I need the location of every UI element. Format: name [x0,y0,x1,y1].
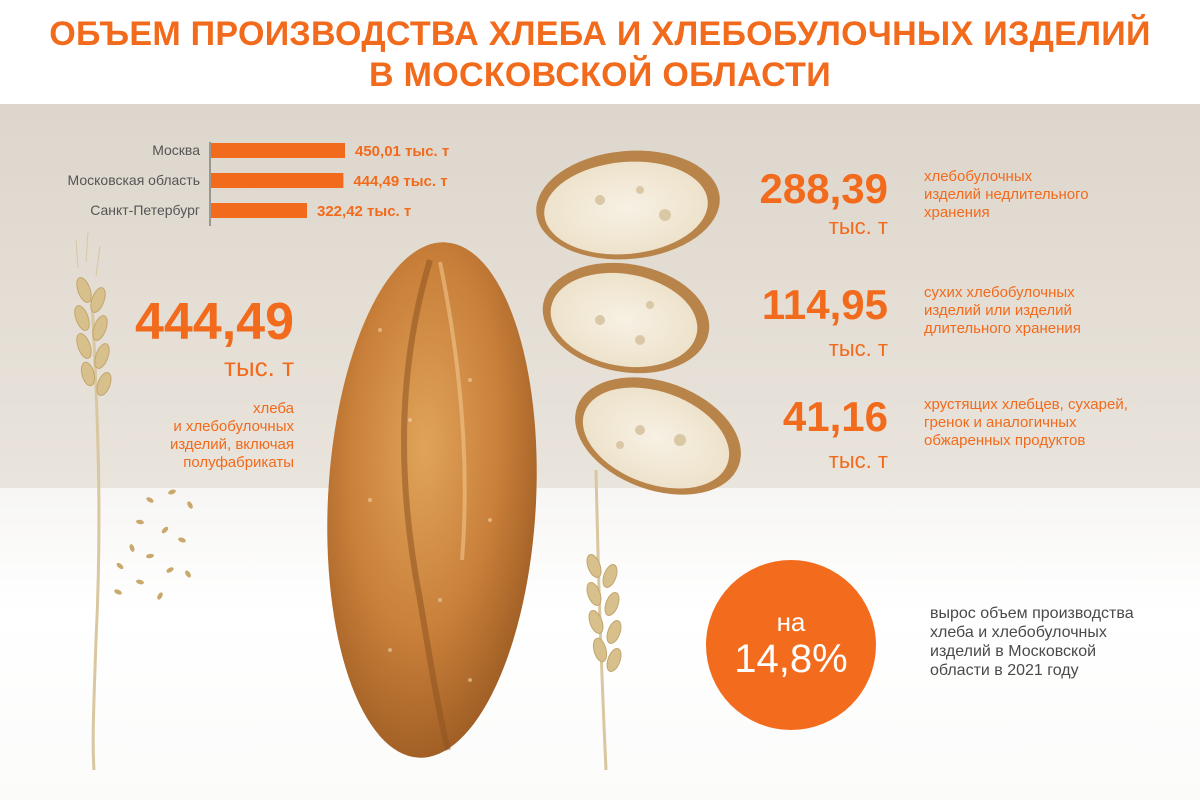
growth-desc-line-3: изделий в Московской [930,643,1097,660]
bar-category-label-1: Москва [152,142,200,158]
stat-desc-crisp-line-3: обжаренных продуктов [924,432,1086,449]
stat-desc-crisp: хрустящих хлебцев, сухарей, гренок и ана… [924,396,1194,450]
page-title: ОБЪЕМ ПРОИЗВОДСТВА ХЛЕБА И ХЛЕБОБУЛОЧНЫХ… [0,0,1200,96]
growth-prefix: на [776,607,806,637]
total-desc-line-4: полуфабрикаты [183,454,294,471]
stat-value-short-shelf: 288,39 [759,165,888,212]
growth-desc-line-2: хлеба и хлебобулочных [930,624,1107,641]
bar-1 [211,143,345,158]
bread-loaf-icon [327,242,537,758]
bar-value-label-1: 450,01 тыс. т [355,143,449,160]
stat-desc-short-shelf-line-2: изделий недлительного [924,186,1089,203]
stat-desc-short-shelf-line-1: хлебобулочных [924,168,1033,185]
stat-desc-long-shelf-line-2: изделий или изделий [924,302,1072,319]
growth-description: вырос объем производства хлеба и хлебобу… [930,604,1170,680]
bar-3 [211,203,307,218]
total-desc-line-2: и хлебобулочных [173,418,294,435]
stat-unit-short-shelf: тыс. т [828,214,888,239]
bar-category-label-2: Московская область [68,172,200,188]
growth-desc-line-4: области в 2021 году [930,662,1079,679]
wheat-grains-icon [114,489,193,600]
stat-value-long-shelf: 114,95 [761,281,888,328]
stat-unit-crisp: тыс. т [828,448,888,473]
stat-value-crisp: 41,16 [782,393,888,440]
stat-desc-short-shelf-line-3: хранения [924,204,990,221]
bread-slices-icon [536,150,741,495]
total-description: хлеба и хлебобулочных изделий, включая п… [110,400,294,472]
title-line-1: ОБЪЕМ ПРОИЗВОДСТВА ХЛЕБА И ХЛЕБОБУЛОЧНЫХ… [49,15,1151,53]
stat-desc-long-shelf-line-1: сухих хлебобулочных [924,284,1075,301]
wheat-ear-left-icon [74,231,112,771]
title-line-2: В МОСКОВСКОЙ ОБЛАСТИ [369,56,831,94]
stat-desc-short-shelf: хлебобулочных изделий недлительного хран… [924,168,1184,222]
bar-category-label-3: Санкт-Петербург [90,202,200,218]
growth-badge: на 14,8% [706,560,876,730]
stat-desc-long-shelf: сухих хлебобулочных изделий или изделий … [924,284,1184,338]
bar-value-label-2: 444,49 тыс. т [353,173,447,190]
total-desc-line-1: хлеба [252,400,294,417]
stat-desc-crisp-line-1: хрустящих хлебцев, сухарей, [924,396,1128,413]
growth-desc-line-1: вырос объем производства [930,605,1134,622]
stat-unit-long-shelf: тыс. т [828,336,888,361]
header: ОБЪЕМ ПРОИЗВОДСТВА ХЛЕБА И ХЛЕБОБУЛОЧНЫХ… [0,0,1200,104]
total-desc-line-3: изделий, включая [169,436,294,453]
stat-desc-crisp-line-2: гренок и аналогичных [924,414,1077,431]
wheat-ear-right-icon [586,469,622,771]
growth-percent: 14,8% [734,637,848,681]
total-unit: тыс. т [224,352,294,382]
total-value: 444,49 [134,293,294,351]
stat-desc-long-shelf-line-3: длительного хранения [924,320,1081,337]
bar-2 [211,173,344,188]
bar-value-label-3: 322,42 тыс. т [317,203,411,220]
